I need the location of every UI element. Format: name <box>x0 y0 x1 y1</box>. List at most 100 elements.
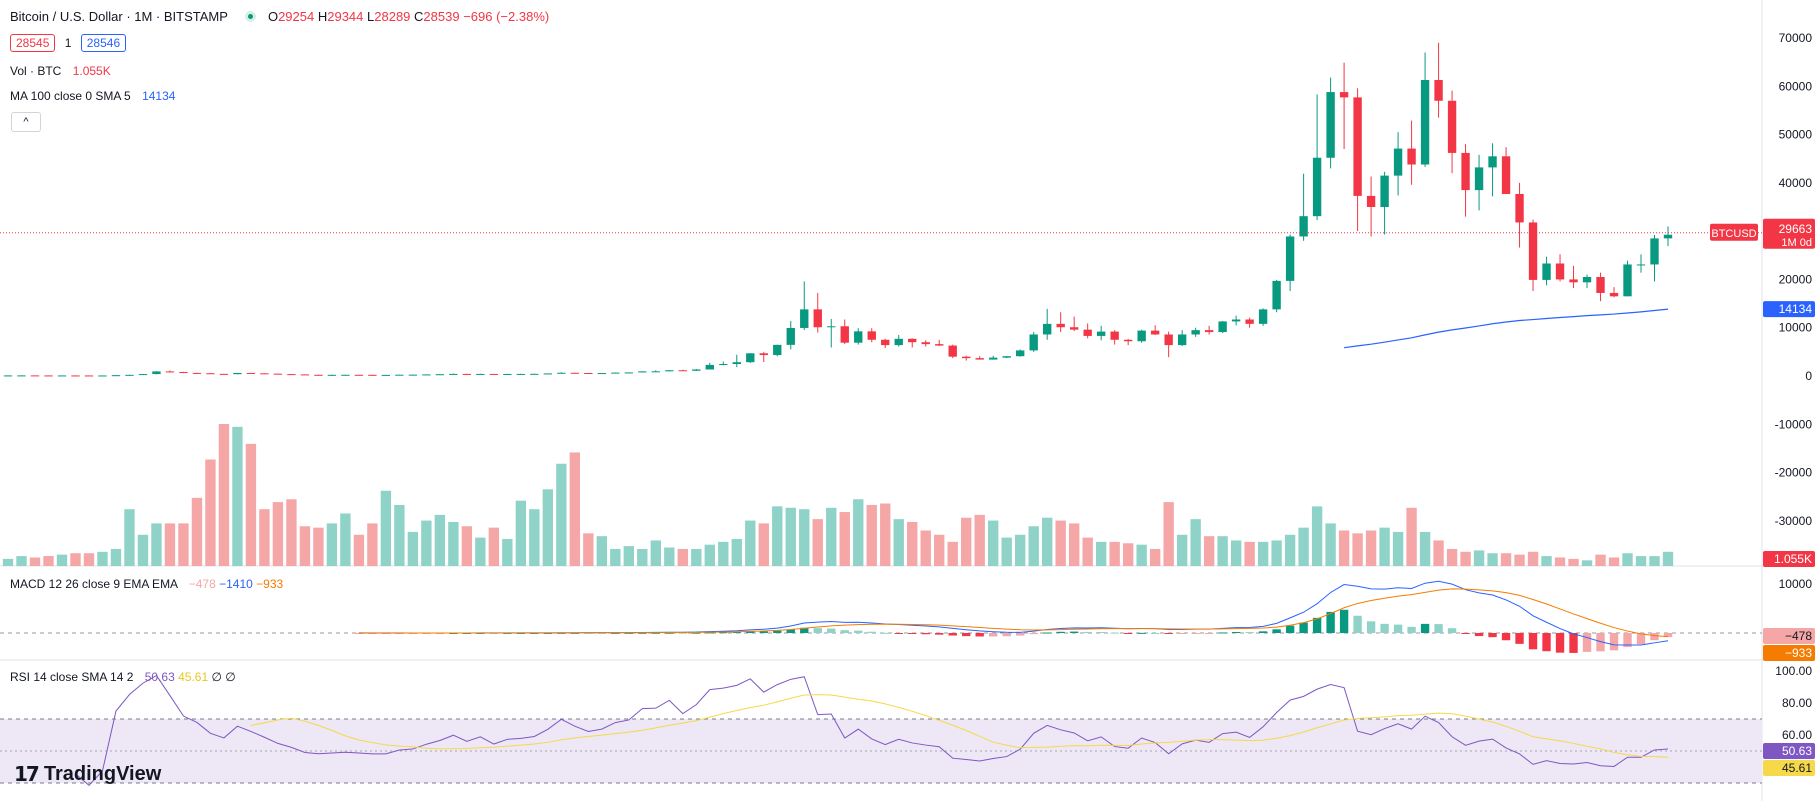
macd-histogram-bar <box>719 632 728 634</box>
macd-histogram-bar <box>543 632 553 634</box>
candle-body <box>1191 330 1200 335</box>
macd-histogram-bar <box>1434 624 1443 633</box>
volume-bar <box>1298 527 1309 566</box>
macd-histogram-bar <box>705 632 714 634</box>
volume-bar <box>1271 540 1282 566</box>
volume-bar <box>1487 553 1498 566</box>
candle-body <box>1177 334 1187 346</box>
macd-histogram-bar <box>1204 633 1214 634</box>
candle-body <box>206 373 215 375</box>
y-tick-label: -20000 <box>1775 466 1813 480</box>
candle-body <box>395 374 404 376</box>
volume-bar <box>1622 553 1633 566</box>
candle-body <box>1393 148 1403 176</box>
candle-body <box>30 375 40 377</box>
volume-bar <box>1311 506 1323 566</box>
candle-body <box>1123 339 1133 342</box>
volume-bar <box>1352 533 1363 566</box>
candle-body <box>462 373 472 375</box>
volume-bar <box>1392 531 1404 566</box>
candle-body <box>1002 356 1011 358</box>
macd-histogram-bar <box>503 632 512 634</box>
volume-bar <box>367 523 378 566</box>
volume-legend[interactable]: Vol · BTC 1.055K <box>10 64 111 78</box>
symbol-title[interactable]: Bitcoin / U.S. Dollar · 1M · BITSTAMP <box>10 9 228 24</box>
volume-bar <box>272 502 284 566</box>
macd-histogram-bar <box>759 631 768 633</box>
open-label: O <box>267 9 279 24</box>
volume-bar <box>826 507 837 566</box>
volume-bar <box>299 526 311 566</box>
volume-bar <box>529 509 540 566</box>
macd-histogram-bar <box>678 632 687 634</box>
macd-histogram-bar <box>1501 633 1511 641</box>
volume-bar <box>880 503 891 566</box>
candle-body <box>1434 80 1443 101</box>
candle-body <box>165 371 175 373</box>
rsi-badge-text: 50.63 <box>1782 744 1812 758</box>
candle-body <box>435 374 445 376</box>
candle-body <box>152 371 161 375</box>
collapse-legend-button[interactable]: ^ <box>11 112 41 132</box>
volume-bar <box>1460 551 1471 566</box>
volume-bar <box>461 526 473 566</box>
volume-bar <box>1635 556 1647 566</box>
macd-histogram-bar <box>1150 632 1160 634</box>
volume-bar <box>1527 551 1539 566</box>
last-price-value: 29663 <box>1779 222 1813 236</box>
volume-bar <box>83 553 95 566</box>
rsi-line <box>75 674 1669 786</box>
candle-body <box>921 342 930 345</box>
open-value: 29254 <box>278 9 315 24</box>
macd-histogram-bar <box>1177 633 1187 634</box>
macd-histogram-bar <box>1663 633 1673 638</box>
volume-bar <box>1325 523 1336 566</box>
high-label: H <box>317 9 328 24</box>
volume-bar <box>1554 557 1566 566</box>
candle-body <box>192 372 202 374</box>
candle-body <box>1515 193 1524 223</box>
candle-body <box>1204 330 1214 333</box>
macd-histogram-bar <box>1582 633 1592 652</box>
candle-body <box>1596 277 1605 293</box>
y-tick-label: -30000 <box>1775 514 1813 528</box>
volume-bar <box>731 539 742 566</box>
macd-histogram-bar <box>1231 631 1241 633</box>
macd-histogram-bar <box>732 632 741 634</box>
ma-line <box>1344 308 1669 349</box>
macd-line-value: −1410 <box>219 577 253 591</box>
macd-histogram-bar <box>692 632 701 634</box>
volume-bar <box>542 489 554 566</box>
macd-histogram-bar <box>1569 633 1578 653</box>
macd-y-tick: 10000 <box>1779 577 1813 591</box>
macd-histogram-bar <box>746 631 755 633</box>
candle-body <box>746 353 755 363</box>
macd-histogram-bar <box>813 628 822 633</box>
volume-bar <box>326 523 338 566</box>
candle-body <box>773 344 782 356</box>
volume-bar <box>151 523 162 566</box>
volume-label: Vol · BTC <box>10 64 62 78</box>
y-tick-label: 10000 <box>1779 321 1813 335</box>
volume-bar <box>745 520 756 566</box>
rsi-legend[interactable]: RSI 14 close SMA 14 2 50.63 45.61 ∅ ∅ <box>10 670 236 684</box>
candle-body <box>1380 175 1389 207</box>
candle-body <box>1110 331 1119 340</box>
candle-body <box>408 374 418 376</box>
macd-signal-line <box>358 588 1669 638</box>
candle-body <box>557 372 566 374</box>
volume-badge-text: 1.055K <box>1774 552 1812 566</box>
volume-bar <box>488 527 500 566</box>
buy-button[interactable]: 28546 <box>80 34 127 52</box>
candle-body <box>854 331 863 343</box>
macd-histogram-bar <box>1069 631 1079 633</box>
ma-legend[interactable]: MA 100 close 0 SMA 5 14134 <box>10 89 175 103</box>
tradingview-logo[interactable]: 17 TradingView <box>14 762 161 786</box>
candle-body <box>1636 264 1646 266</box>
macd-histogram-bar <box>1474 633 1484 637</box>
macd-histogram-bar <box>827 628 836 633</box>
sell-button[interactable]: 28545 <box>10 34 56 52</box>
macd-legend[interactable]: MACD 12 26 close 9 EMA EMA −478 −1410 −9… <box>10 577 283 591</box>
rsi-sma-value: 45.61 <box>178 670 209 684</box>
